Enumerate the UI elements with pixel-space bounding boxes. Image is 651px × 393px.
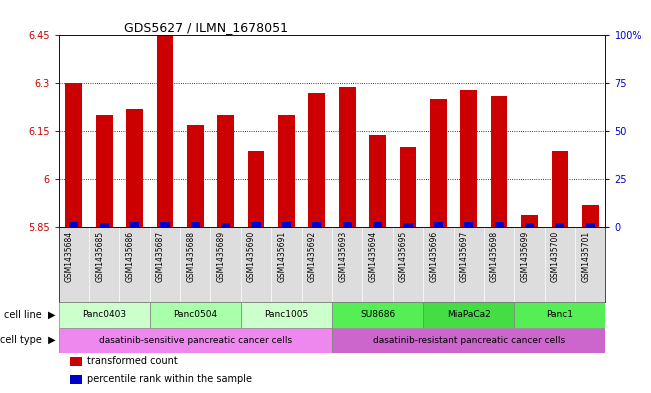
Text: GSM1435697: GSM1435697 [460, 231, 469, 282]
Text: GSM1435700: GSM1435700 [551, 231, 560, 282]
Text: GSM1435692: GSM1435692 [308, 231, 317, 282]
Text: SU8686: SU8686 [360, 310, 395, 319]
Bar [555, 224, 564, 227]
Bar [191, 222, 200, 227]
Bar [65, 83, 82, 227]
Bar [130, 222, 139, 227]
Text: GDS5627 / ILMN_1678051: GDS5627 / ILMN_1678051 [124, 21, 288, 34]
Text: transformed count: transformed count [87, 356, 178, 366]
Text: Panc0403: Panc0403 [82, 310, 126, 319]
Bar [221, 224, 230, 227]
Bar [241, 302, 332, 327]
Text: GSM1435698: GSM1435698 [490, 231, 499, 282]
Bar [586, 224, 595, 227]
Bar [217, 116, 234, 227]
Bar [150, 302, 241, 327]
Text: GSM1435693: GSM1435693 [339, 231, 347, 282]
Text: dasatinib-sensitive pancreatic cancer cells: dasatinib-sensitive pancreatic cancer ce… [99, 336, 292, 345]
Bar [278, 116, 295, 227]
Text: GSM1435691: GSM1435691 [277, 231, 286, 282]
Text: GSM1435696: GSM1435696 [430, 231, 438, 282]
Bar [464, 222, 473, 227]
Bar [59, 327, 332, 353]
Bar [187, 125, 204, 227]
Text: GSM1435688: GSM1435688 [186, 231, 195, 282]
Text: GSM1435690: GSM1435690 [247, 231, 256, 282]
Bar [582, 205, 599, 227]
Bar [332, 302, 423, 327]
Bar [59, 302, 150, 327]
Text: GSM1435694: GSM1435694 [368, 231, 378, 282]
Bar [126, 109, 143, 227]
Bar [430, 99, 447, 227]
Bar [282, 222, 291, 227]
Text: GSM1435689: GSM1435689 [217, 231, 226, 282]
Bar [339, 86, 355, 227]
Bar [495, 222, 504, 227]
Text: GSM1435684: GSM1435684 [65, 231, 74, 282]
Bar [309, 93, 326, 227]
Bar [404, 224, 413, 227]
Bar [521, 215, 538, 227]
Text: GSM1435685: GSM1435685 [95, 231, 104, 282]
Bar [156, 35, 173, 227]
Bar [491, 96, 508, 227]
Bar [96, 116, 113, 227]
Bar [369, 134, 386, 227]
Bar [160, 222, 169, 227]
Bar [70, 375, 81, 384]
Text: GSM1435686: GSM1435686 [126, 231, 135, 282]
Text: Panc1: Panc1 [546, 310, 574, 319]
Text: Panc1005: Panc1005 [264, 310, 309, 319]
Bar [551, 151, 568, 227]
Bar [100, 224, 109, 227]
Text: Panc0504: Panc0504 [173, 310, 217, 319]
Text: cell type  ▶: cell type ▶ [0, 335, 56, 345]
Text: GSM1435701: GSM1435701 [581, 231, 590, 282]
Bar [525, 224, 534, 227]
Bar [332, 327, 605, 353]
Bar [342, 222, 352, 227]
Text: GSM1435695: GSM1435695 [399, 231, 408, 282]
Bar [460, 90, 477, 227]
Text: GSM1435687: GSM1435687 [156, 231, 165, 282]
Bar [312, 222, 322, 227]
Bar [251, 222, 260, 227]
Bar [70, 357, 81, 366]
Text: cell line  ▶: cell line ▶ [5, 310, 56, 320]
Text: MiaPaCa2: MiaPaCa2 [447, 310, 491, 319]
Bar [423, 302, 514, 327]
Bar [514, 302, 605, 327]
Bar [373, 222, 382, 227]
Text: GSM1435699: GSM1435699 [521, 231, 529, 282]
Text: dasatinib-resistant pancreatic cancer cells: dasatinib-resistant pancreatic cancer ce… [372, 336, 565, 345]
Bar [69, 222, 78, 227]
Text: percentile rank within the sample: percentile rank within the sample [87, 374, 252, 384]
Bar [434, 222, 443, 227]
Bar [400, 147, 417, 227]
Bar [247, 151, 264, 227]
